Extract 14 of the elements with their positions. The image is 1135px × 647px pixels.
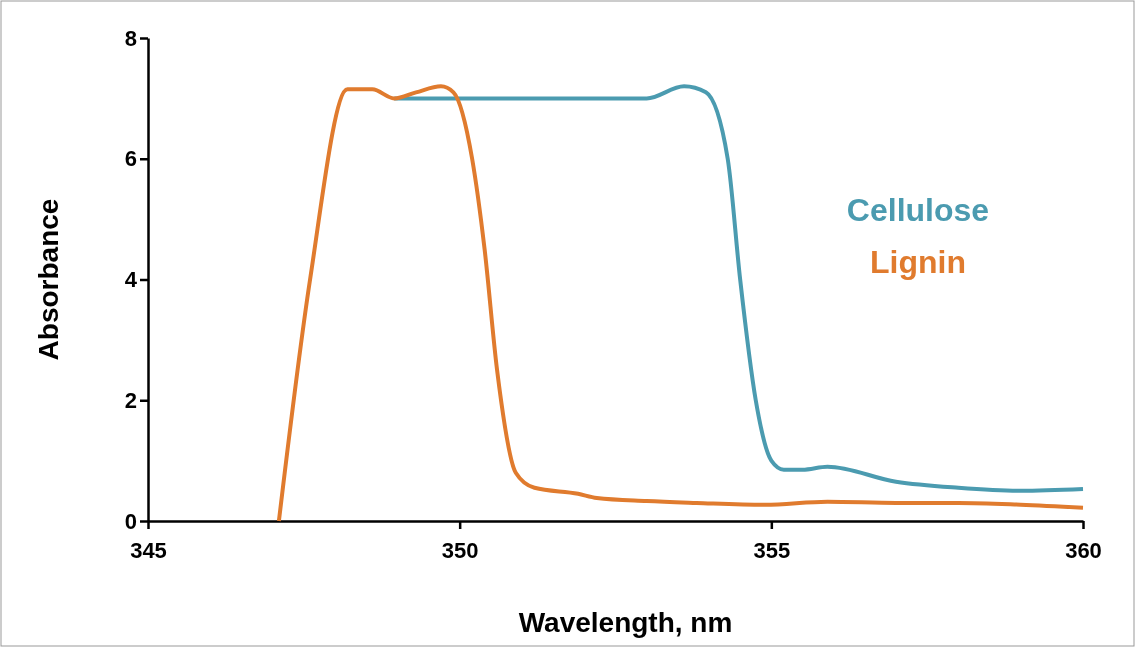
line-series bbox=[276, 84, 1085, 523]
y-axis-title: Absorbance bbox=[33, 198, 64, 361]
y-tick-label: 2 bbox=[124, 387, 137, 413]
y-tick-label: 0 bbox=[124, 508, 137, 534]
x-tick-label: 350 bbox=[441, 538, 479, 564]
x-tick-label: 360 bbox=[1065, 538, 1102, 564]
x-axis-title: Wavelength, nm bbox=[518, 607, 733, 638]
y-tick-label: 6 bbox=[124, 146, 137, 172]
y-tick-label: 4 bbox=[124, 267, 138, 293]
x-tick-label: 355 bbox=[753, 538, 791, 564]
x-tick-label: 345 bbox=[130, 538, 167, 564]
text: Lignin bbox=[870, 244, 966, 281]
text: Cellulose bbox=[846, 192, 990, 229]
y-tick-label: 8 bbox=[124, 25, 137, 51]
